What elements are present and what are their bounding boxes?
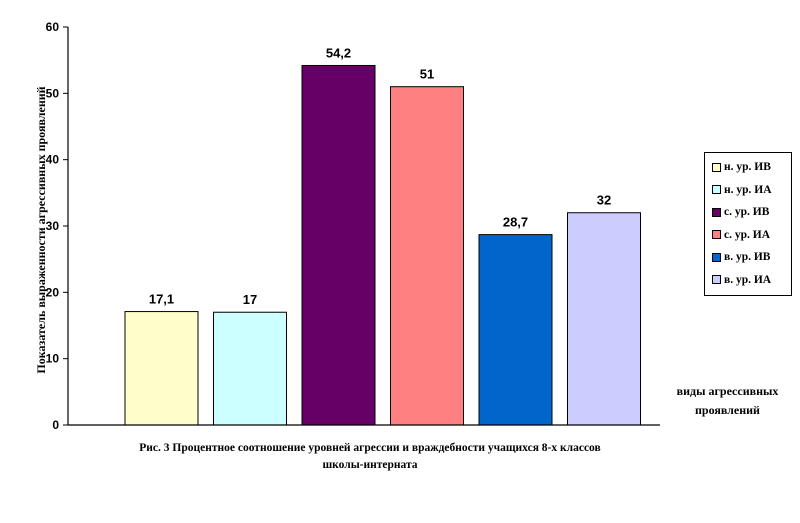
legend-label-3: с. ур. ИВ	[724, 206, 770, 218]
legend-label-6: в. ур. ИА	[724, 273, 772, 286]
legend-label-5: в. ур. ИВ	[724, 251, 771, 263]
legend-swatch-1	[712, 162, 721, 172]
y-tick-label-30: 30	[46, 219, 60, 233]
y-tick-label-60: 60	[46, 20, 60, 34]
legend-label-2: н. ур. ИА	[724, 183, 772, 196]
y-tick-label-10: 10	[46, 352, 60, 366]
legend: н. ур. ИВ н. ур. ИА с. ур. ИВ с. ур. ИА в. у…	[704, 152, 792, 296]
bar-3	[301, 64, 376, 426]
y-tick-label-40: 40	[46, 153, 60, 167]
legend-item-3: с. ур. ИВ	[712, 205, 769, 219]
legend-item-2: н. ур. ИА	[712, 183, 772, 197]
bars-group	[124, 64, 641, 426]
legend-label-1: н. ур. ИВ	[724, 161, 771, 173]
legend-swatch-6	[712, 275, 721, 284]
legend-item-6: в. ур. ИА	[712, 273, 771, 287]
data-label-1: 17,1	[149, 292, 174, 307]
y-axis-label: Показатель выраженности агрессивных проя…	[34, 86, 48, 373]
data-label-6: 32	[597, 193, 611, 208]
data-label-5: 28,7	[503, 215, 528, 230]
bar-4	[390, 86, 464, 426]
legend-item-1: н. ур. ИВ	[712, 160, 771, 174]
caption-line1: Рис. 3 Процентное соотношение уровней аг…	[139, 442, 601, 454]
bar-1	[124, 311, 199, 426]
data-label-3: 54,2	[326, 45, 351, 60]
data-label-2: 17	[243, 292, 257, 307]
x-axis-label-line1: виды агрессивных	[676, 384, 779, 398]
figure-caption: Рис. 3 Процентное соотношение уровней аг…	[40, 440, 700, 474]
legend-label-4: с. ур. ИА	[724, 228, 770, 241]
legend-swatch-4	[712, 230, 721, 239]
y-tick-label-0: 0	[52, 418, 59, 432]
data-labels-group: 17,1 17 54,2 51 28,7 32	[149, 45, 611, 307]
x-axis-label-line2: проявлений	[695, 403, 760, 417]
caption-line2: школы-интерната	[322, 459, 418, 471]
bar-6	[567, 212, 641, 426]
legend-swatch-3	[712, 207, 721, 217]
x-axis-label: виды агрессивных проявлений	[660, 382, 795, 420]
legend-item-5: в. ур. ИВ	[712, 250, 770, 264]
legend-swatch-5	[712, 252, 721, 262]
bar-2	[213, 311, 287, 426]
legend-item-4: с. ур. ИА	[712, 228, 770, 242]
y-tick-label-20: 20	[46, 285, 60, 299]
legend-swatch-2	[712, 185, 721, 194]
bar-5	[478, 234, 553, 426]
y-tick-label-50: 50	[46, 86, 60, 100]
y-axis: 0 10 20 30 40 50 60	[46, 20, 660, 432]
data-label-4: 51	[420, 67, 434, 82]
